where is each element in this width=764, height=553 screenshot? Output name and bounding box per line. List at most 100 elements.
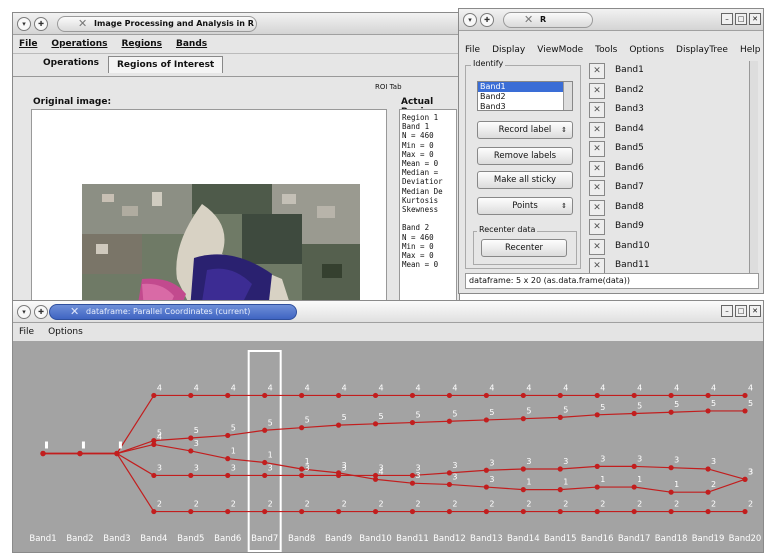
series-line[interactable] — [43, 394, 745, 455]
data-point[interactable] — [299, 466, 305, 472]
axis-label[interactable]: Band10 — [359, 534, 392, 544]
axis-label[interactable]: Band16 — [581, 534, 614, 544]
data-point[interactable] — [520, 416, 526, 422]
titlebar[interactable]: ▾ ✚ ✕ dataframe: Parallel Coordinates (c… — [13, 301, 763, 323]
data-point[interactable] — [446, 508, 453, 515]
axis-label[interactable]: Band17 — [618, 534, 651, 544]
data-point[interactable] — [299, 392, 305, 399]
data-point[interactable] — [262, 508, 268, 515]
variable-row[interactable]: ✕ Band4 — [587, 120, 747, 140]
data-point[interactable] — [594, 484, 600, 490]
data-point[interactable] — [262, 392, 268, 399]
axis-label[interactable]: Band19 — [692, 534, 725, 544]
series-line[interactable] — [43, 443, 746, 493]
data-point[interactable] — [631, 410, 637, 417]
x-toggle-icon[interactable]: ✕ — [589, 258, 605, 273]
data-point[interactable] — [262, 427, 268, 433]
satellite-image[interactable] — [82, 184, 360, 310]
data-point[interactable] — [40, 450, 46, 457]
data-point[interactable] — [335, 392, 342, 399]
data-point[interactable] — [557, 392, 563, 399]
data-point[interactable] — [557, 487, 563, 493]
menu-help[interactable]: Help — [739, 45, 761, 55]
data-point[interactable] — [557, 466, 563, 472]
data-point[interactable] — [188, 508, 194, 515]
data-point[interactable] — [299, 508, 305, 515]
variable-row[interactable]: ✕ Band6 — [587, 159, 747, 179]
x-toggle-icon[interactable]: ✕ — [589, 160, 605, 177]
series-line[interactable] — [43, 410, 745, 455]
menu-options[interactable]: Options — [629, 45, 665, 55]
data-point[interactable] — [151, 392, 157, 399]
data-point[interactable] — [520, 487, 526, 493]
axis-label[interactable]: Band15 — [544, 534, 577, 544]
sticky-icon[interactable]: ✚ — [480, 13, 494, 27]
data-point[interactable] — [77, 450, 83, 457]
data-point[interactable] — [372, 472, 379, 479]
menu-operations[interactable]: Operations — [51, 39, 108, 49]
variable-scrollbar[interactable] — [749, 61, 758, 273]
data-point[interactable] — [520, 466, 526, 472]
data-point[interactable] — [299, 425, 305, 431]
data-point[interactable] — [262, 459, 268, 466]
data-point[interactable] — [446, 392, 453, 399]
data-point[interactable] — [631, 392, 637, 399]
data-point[interactable] — [705, 466, 711, 472]
variable-row[interactable]: ✕ Band1 — [587, 61, 747, 81]
axis-label[interactable]: Band4 — [140, 534, 167, 544]
axis-label[interactable]: Band11 — [396, 534, 429, 544]
x-toggle-icon[interactable]: ✕ — [589, 141, 605, 157]
data-point[interactable] — [188, 435, 194, 441]
data-point[interactable] — [225, 432, 231, 439]
menu-bands[interactable]: Bands — [175, 39, 208, 49]
data-point[interactable] — [520, 392, 526, 399]
data-point[interactable] — [742, 508, 748, 515]
data-point[interactable] — [188, 472, 194, 479]
tab-regions-of-interest[interactable]: Regions of Interest — [108, 56, 224, 73]
x-toggle-icon[interactable]: ✕ — [589, 121, 605, 138]
minimize-button[interactable]: – — [721, 305, 733, 317]
data-point[interactable] — [520, 508, 526, 515]
data-point[interactable] — [483, 484, 489, 490]
data-point[interactable] — [631, 508, 637, 515]
data-point[interactable] — [742, 408, 748, 414]
data-point[interactable] — [705, 408, 711, 414]
menu-displaytree[interactable]: DisplayTree — [676, 45, 728, 55]
data-point[interactable] — [557, 414, 563, 420]
data-point[interactable] — [409, 480, 416, 486]
data-point[interactable] — [668, 409, 674, 415]
axis-label[interactable]: Band8 — [288, 534, 315, 544]
variable-row[interactable]: ✕ Band11 — [587, 256, 747, 273]
data-point[interactable] — [742, 476, 748, 482]
axis-label[interactable]: Band12 — [433, 534, 466, 544]
axis-label[interactable]: Band6 — [214, 534, 241, 544]
data-point[interactable] — [372, 476, 379, 482]
data-point[interactable] — [446, 481, 453, 488]
data-point[interactable] — [151, 472, 157, 479]
variable-row[interactable]: ✕ Band5 — [587, 139, 747, 159]
data-point[interactable] — [225, 472, 231, 479]
data-point[interactable] — [594, 463, 600, 469]
x-toggle-icon[interactable]: ✕ — [589, 219, 605, 235]
data-point[interactable] — [483, 417, 489, 423]
data-point[interactable] — [335, 508, 342, 515]
data-point[interactable] — [151, 441, 157, 448]
titlebar[interactable]: ▾ ✚ ✕ R – □ ✕ — [459, 9, 763, 31]
data-point[interactable] — [557, 508, 563, 515]
data-point[interactable] — [409, 472, 416, 479]
data-point[interactable] — [446, 470, 453, 476]
close-button[interactable]: ✕ — [749, 13, 761, 25]
axis-label[interactable]: Band7 — [251, 534, 278, 544]
variable-row[interactable]: ✕ Band8 — [587, 198, 747, 218]
axis-highlight-box[interactable] — [247, 350, 282, 552]
sticky-icon[interactable]: ✚ — [34, 305, 48, 319]
data-point[interactable] — [225, 392, 231, 399]
data-point[interactable] — [483, 508, 489, 515]
x-toggle-icon[interactable]: ✕ — [589, 102, 605, 118]
data-point[interactable] — [483, 392, 489, 399]
window-menu-icon[interactable]: ▾ — [17, 17, 31, 31]
record-label-select[interactable]: Record label ⇕ — [477, 121, 573, 139]
series-line[interactable] — [43, 452, 746, 480]
data-point[interactable] — [594, 508, 600, 515]
data-point[interactable] — [335, 472, 342, 479]
